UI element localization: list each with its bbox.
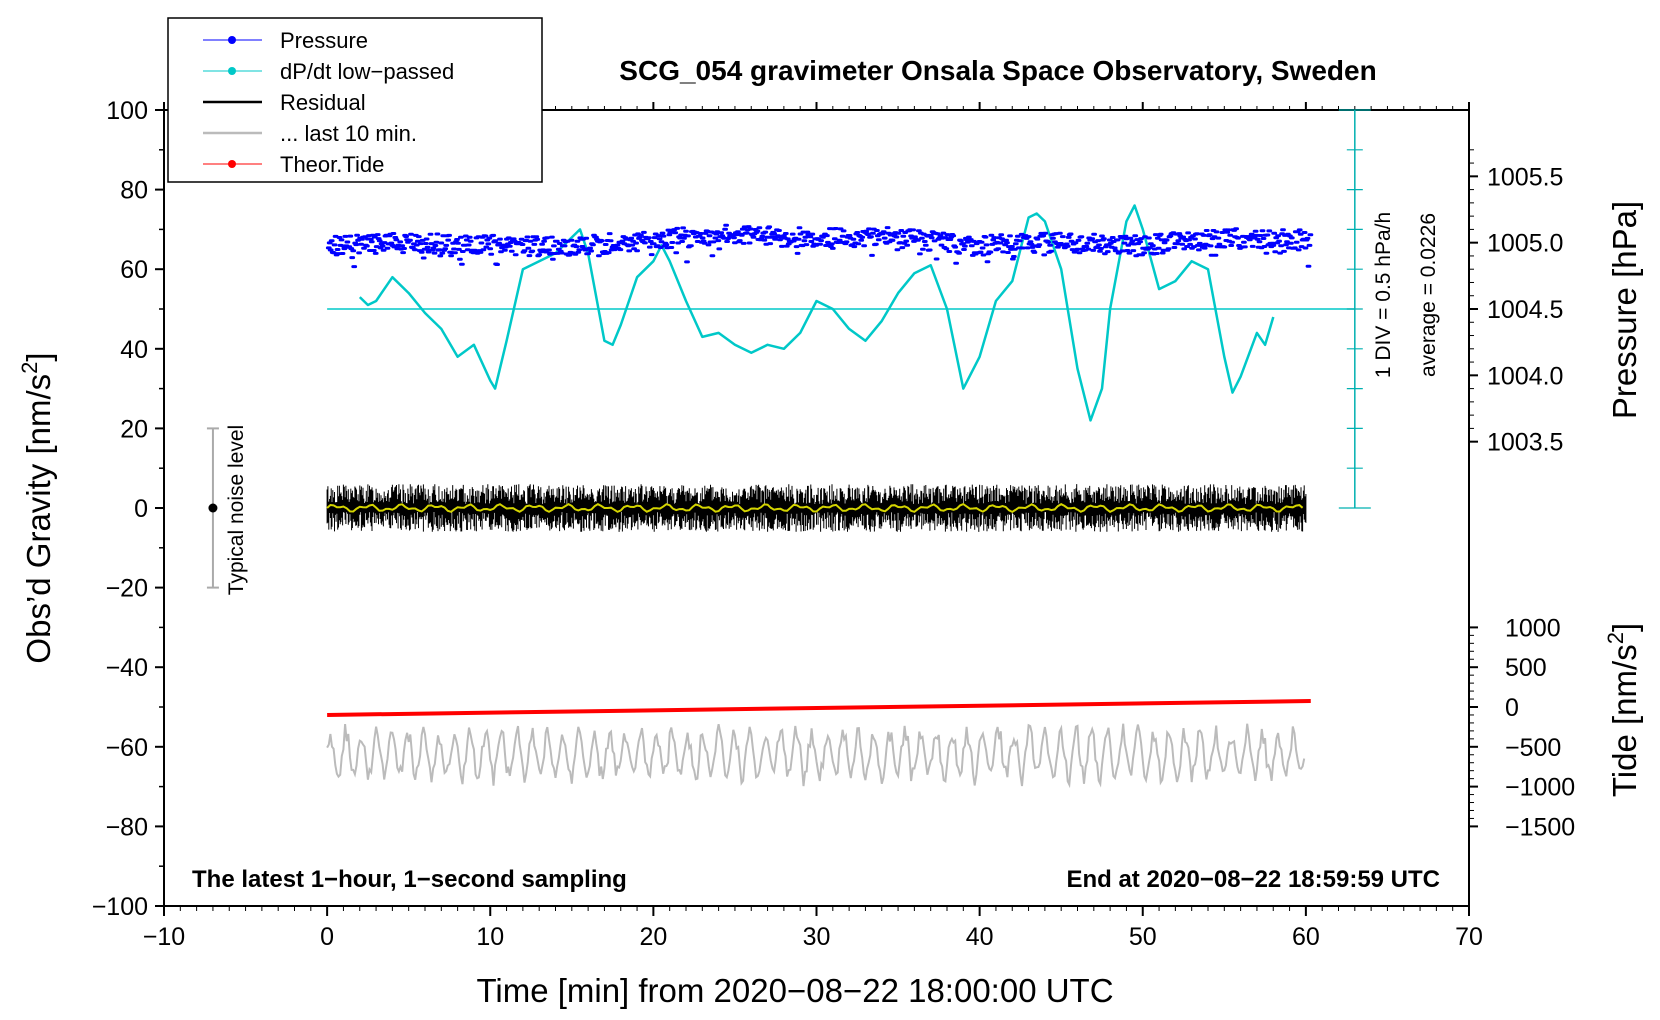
dpdt-lowpassed-line (358, 204, 1275, 422)
x-axis-label: Time [min] from 2020−08−22 18:00:00 UTC (476, 972, 1113, 1009)
y-tick-label: 40 (120, 336, 148, 364)
x-tick-label: 30 (803, 923, 831, 951)
y-tick-label: 80 (120, 177, 148, 205)
annotation-bottom-right: End at 2020−08−22 18:59:59 UTC (1066, 866, 1440, 893)
legend-label: Theor.Tide (280, 152, 384, 177)
y-tick-label: 60 (120, 256, 148, 284)
y-axis-label-main: Obs’d Gravity [nm/s (20, 374, 57, 664)
pressure-axis-label: Pressure [hPa] (1606, 201, 1643, 419)
pressure-tick-label: 1004.5 (1487, 296, 1563, 324)
y-axis-label-end: ] (20, 352, 57, 361)
series-group (325, 204, 1355, 789)
theoretical-tide-line (327, 699, 1311, 717)
y-tick-label: −20 (106, 575, 148, 603)
pressure-tick-label: 1005.0 (1487, 230, 1563, 258)
tide-axis-label-main: Tide [nm/s (1606, 644, 1643, 797)
pressure-tick-label: 1003.5 (1487, 429, 1563, 457)
legend-label: Pressure (280, 28, 368, 53)
noise-bar-center-dot (208, 503, 218, 513)
tide-axis-label: Tide [nm/s2] (1603, 623, 1643, 797)
legend-label: Residual (280, 90, 366, 115)
legend-label: ... last 10 min. (280, 121, 417, 146)
pressure-scale-average-label: average = 0.0226 (1417, 213, 1440, 377)
y-tick-label: 100 (106, 97, 148, 125)
pressure-tick-label: 1005.5 (1487, 163, 1563, 191)
tide-tick-label: 1000 (1505, 614, 1561, 642)
y-tick-label: −60 (106, 734, 148, 762)
tide-axis-label-end: ] (1606, 623, 1643, 632)
tide-tick-label: −1000 (1505, 774, 1575, 802)
tide-tick-label: 500 (1505, 654, 1547, 682)
legend-swatch-dot (228, 67, 236, 75)
tide-tick-label: 0 (1505, 694, 1519, 722)
annotation-bottom-left: The latest 1−hour, 1−second sampling (192, 866, 627, 893)
y-axis-label-exp: 2 (17, 362, 42, 374)
pressure-scale-div-label: 1 DIV = 0.5 hPa/h (1372, 212, 1395, 378)
noise-level-label: Typical noise level (225, 425, 248, 595)
extras-group (206, 109, 1371, 589)
y-tick-label: 0 (134, 495, 148, 523)
x-tick-label: 10 (476, 923, 504, 951)
gravity-axis-ticks: −100 −80 −60 −40 −20 0 20 40 60 80 100 (92, 97, 164, 921)
x-tick-label: 50 (1129, 923, 1157, 951)
y-tick-label: −40 (106, 654, 148, 682)
x-tick-label: −10 (143, 923, 185, 951)
residual-smoothed-line (326, 502, 1304, 514)
pressure-tick-label: 1004.0 (1487, 362, 1563, 390)
x-tick-label: 0 (320, 923, 334, 951)
chart-title: SCG_054 gravimeter Onsala Space Observat… (619, 55, 1376, 86)
x-tick-label: 40 (966, 923, 994, 951)
legend-box (167, 17, 543, 183)
tide-axis-label-exp: 2 (1603, 632, 1628, 644)
y-tick-label: 20 (120, 415, 148, 443)
time-axis-ticks: −10 0 10 20 30 40 50 60 70 (143, 102, 1483, 951)
legend-label: dP/dt low−passed (280, 59, 454, 84)
y-tick-label: −80 (106, 813, 148, 841)
last-10-min-line (326, 723, 1306, 789)
legend-entries: Pressure dP/dt low−passed Residual ... last… (203, 28, 454, 177)
y-axis-label: Obs’d Gravity [nm/s2] (17, 352, 57, 663)
y-tick-label: −100 (92, 893, 148, 921)
legend-swatch-dot (228, 160, 236, 168)
right-axis-ticks: 1003.5 1004.0 1004.5 1005.0 1005.5 1000 500 0 −5… (1469, 149, 1575, 841)
pressure-dots (325, 223, 1314, 269)
legend: Pressure dP/dt low−passed Residual ... last… (167, 17, 543, 183)
x-tick-label: 60 (1292, 923, 1320, 951)
legend-swatch-dot (228, 36, 236, 44)
tide-tick-label: −1500 (1505, 813, 1575, 841)
tide-tick-label: −500 (1505, 734, 1561, 762)
x-tick-label: 70 (1455, 923, 1483, 951)
x-tick-label: 20 (639, 923, 667, 951)
